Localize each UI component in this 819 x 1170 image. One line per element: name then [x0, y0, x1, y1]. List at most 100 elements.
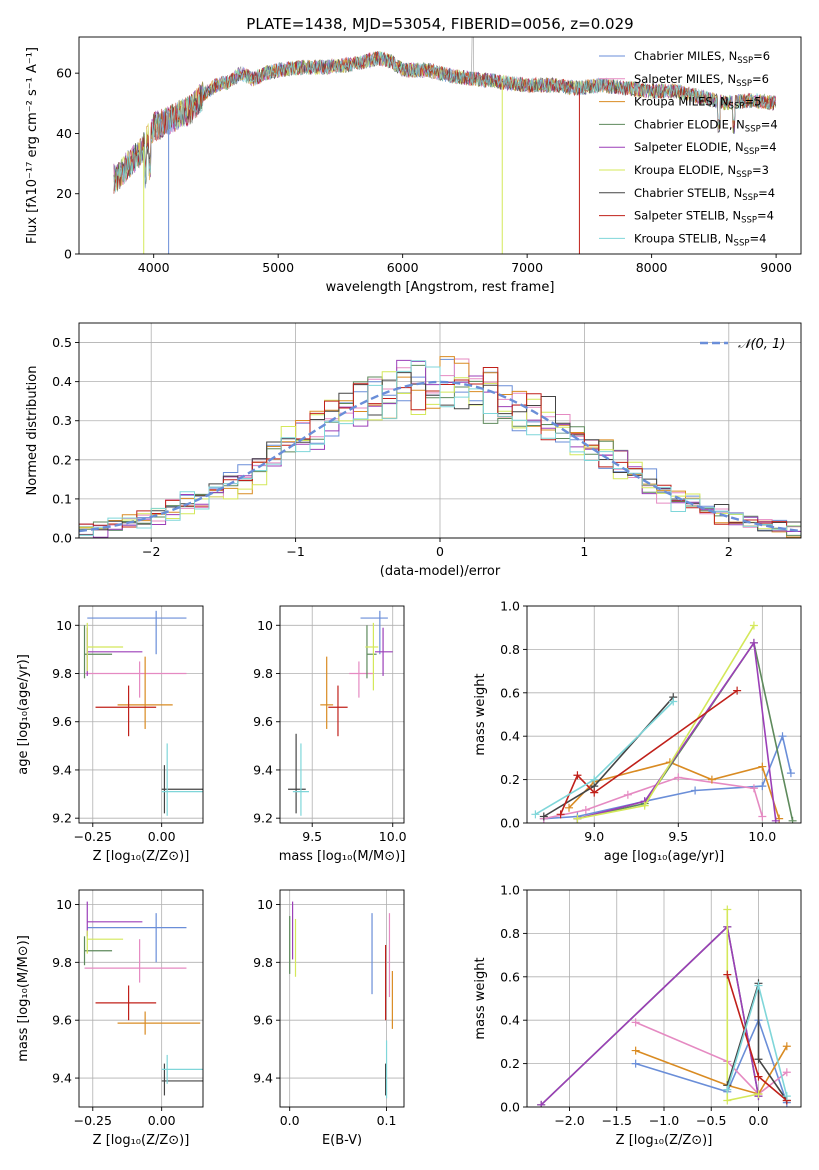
- x-tick-label: 9.5: [302, 829, 322, 844]
- errorbar-point: [328, 685, 348, 737]
- y-tick-label: 9.6: [52, 714, 72, 729]
- massweight-vs-Z-frame: [526, 889, 802, 1108]
- legend-suffix: =6: [753, 49, 770, 63]
- legend-entry: Salpeter ELODIE, NSSP=4: [634, 140, 777, 157]
- y-axis-label: Normed distribution: [25, 366, 40, 496]
- plus-marker: [754, 1072, 763, 1081]
- y-tick-label: 0.4: [500, 1013, 520, 1028]
- legend-entry: Chabrier MILES, NSSP=6: [634, 49, 770, 66]
- errorbar-point: [292, 743, 309, 816]
- age-vs-mass-frame: [279, 605, 405, 824]
- plus-marker: [565, 803, 574, 812]
- y-axis-label: mass weight: [473, 673, 488, 755]
- errorbar-point: [86, 627, 143, 676]
- x-axis-label: Z [log₁₀(Z/Z⊙)]: [93, 849, 190, 864]
- mass-vs-EBV-points: [289, 901, 393, 1099]
- y-tick-label: 0.6: [500, 969, 520, 984]
- y-tick-label: 9.2: [52, 811, 72, 826]
- x-tick-label: 0.0: [280, 1113, 300, 1128]
- y-tick-label: 1.0: [500, 599, 520, 614]
- y-tick-label: 9.8: [253, 666, 273, 681]
- mass-weight-line: [577, 640, 794, 821]
- mass-vs-Z-points: [83, 901, 203, 1096]
- plus-marker: [669, 697, 678, 706]
- plus-marker: [782, 1092, 791, 1101]
- massweight-vs-age-series: [531, 621, 797, 823]
- errorbar-point: [83, 936, 113, 966]
- plus-marker: [786, 769, 795, 778]
- plus-marker: [782, 1068, 791, 1077]
- legend-suffix: =5: [744, 95, 761, 109]
- y-axis-label: mass weight: [473, 957, 488, 1039]
- errorbar-point: [95, 985, 157, 1021]
- x-tick-label: 7000: [511, 260, 543, 275]
- y-tick-label: 9.4: [52, 762, 72, 777]
- y-tick-label: 0.8: [500, 642, 520, 657]
- y-axis-label: age [log₁₀(age/yr)]: [16, 654, 31, 775]
- legend-entry: Salpeter MILES, NSSP=6: [634, 72, 769, 89]
- gaussian-reference-line: [79, 380, 801, 533]
- plus-marker: [691, 786, 700, 795]
- spectrum-legend: Chabrier MILES, NSSP=6 Salpeter MILES, NS…: [599, 49, 778, 248]
- x-axis-label: Z [log₁₀(Z/Z⊙)]: [93, 1133, 190, 1148]
- plus-marker: [590, 788, 599, 797]
- plus-marker: [707, 775, 716, 784]
- errorbar-point: [84, 661, 187, 698]
- legend-subscript: SSP: [744, 147, 760, 157]
- y-tick-label: 9.4: [253, 1071, 273, 1086]
- legend-suffix: =4: [758, 186, 775, 200]
- age-vs-Z-points: [83, 610, 203, 816]
- x-tick-label: 9.0: [584, 829, 604, 844]
- y-tick-label: 9.4: [253, 762, 273, 777]
- plus-marker: [590, 775, 599, 784]
- plus-marker: [723, 970, 732, 979]
- y-tick-label: 60: [56, 66, 72, 81]
- plus-marker: [758, 782, 767, 791]
- x-tick-label: 9.5: [668, 829, 688, 844]
- plus-marker: [723, 1096, 732, 1105]
- y-tick-label: 10: [56, 618, 72, 633]
- errorbar-point: [349, 661, 374, 698]
- y-tick-label: 10: [56, 897, 72, 912]
- plus-marker: [758, 812, 767, 821]
- errorbar-point: [86, 622, 124, 672]
- spectrum-series: [113, 37, 776, 254]
- x-tick-label: −0.25: [74, 1113, 112, 1128]
- age-vs-Z-frame: [78, 605, 204, 824]
- plus-marker: [754, 981, 763, 990]
- x-tick-label: 2: [725, 544, 733, 559]
- massweight-vs-age-axes: 9.0 9.5 10.0 0.0 0.2 0.4 0.6 0.8 1.0 age [log₁₀(a…: [473, 599, 801, 864]
- y-tick-label: 0.0: [500, 816, 520, 831]
- x-axis-label: age [log₁₀(age/yr)]: [604, 849, 725, 864]
- hist-frame: [78, 322, 802, 539]
- errorbar-point: [161, 743, 203, 816]
- y-tick-label: 20: [56, 186, 72, 201]
- plus-marker: [749, 638, 758, 647]
- model-spectrum-line: [113, 51, 776, 193]
- y-axis-label: Flux [fλ10⁻¹⁷ erg cm⁻² s⁻¹ A⁻¹]: [25, 47, 40, 244]
- mass-weight-line: [635, 1021, 788, 1096]
- x-tick-label: −1.0: [649, 1113, 679, 1128]
- plus-marker: [723, 1085, 732, 1094]
- x-tick-label: 0.00: [148, 829, 176, 844]
- x-tick-label: −2: [142, 544, 160, 559]
- mass-weight-line: [635, 1017, 788, 1103]
- mass-weight-line: [726, 983, 788, 1101]
- plus-marker: [754, 1089, 763, 1098]
- plus-marker: [640, 801, 649, 810]
- legend-subscript: SSP: [729, 102, 745, 112]
- legend-entry: 𝒩(0, 1): [738, 337, 785, 352]
- y-tick-label: 0.2: [500, 772, 520, 787]
- errorbar-point: [95, 685, 157, 737]
- histogram-legend: 𝒩(0, 1): [700, 337, 785, 352]
- plus-marker: [573, 771, 582, 780]
- mass-weight-line: [577, 640, 777, 821]
- errorbar-point: [117, 656, 173, 729]
- histogram-series: [79, 356, 801, 538]
- y-tick-label: 9.6: [253, 714, 273, 729]
- y-tick-label: 40: [56, 126, 72, 141]
- x-tick-label: −0.5: [696, 1113, 726, 1128]
- histogram-step-line: [79, 360, 801, 538]
- errorbar-point: [366, 625, 377, 679]
- x-axis-label: (data-model)/error: [380, 564, 501, 579]
